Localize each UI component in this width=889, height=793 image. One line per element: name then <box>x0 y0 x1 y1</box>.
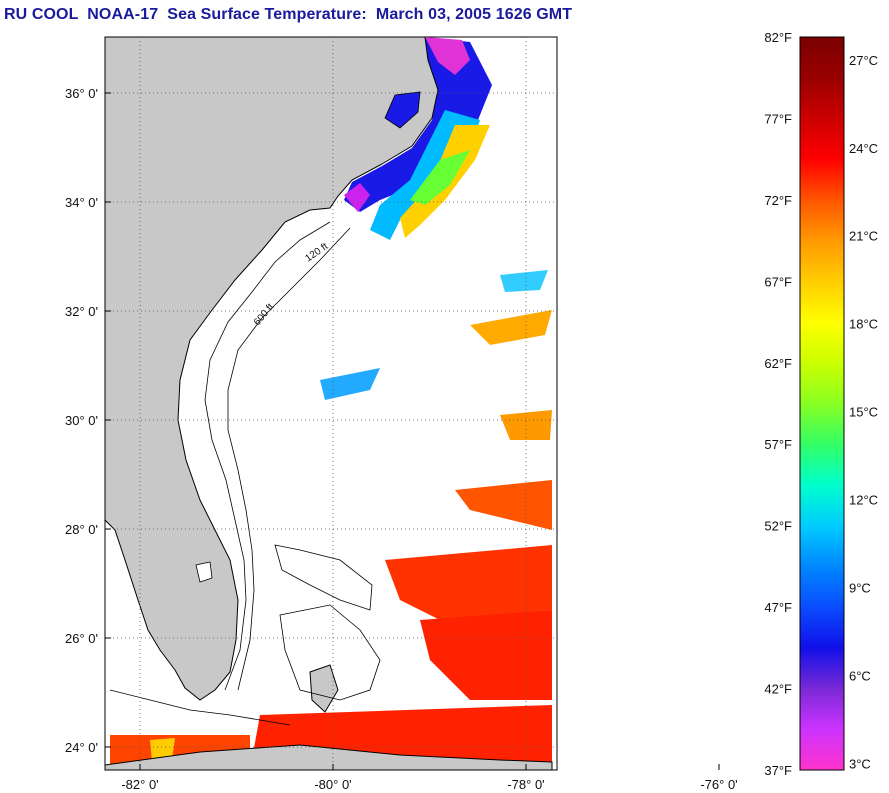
contour-600ft <box>227 227 351 691</box>
lon-tick-label: -76° 0' <box>700 777 737 792</box>
colorbar-bar <box>799 36 845 771</box>
colorbar-f-label: 62°F <box>764 356 792 371</box>
sst-patch-cape-magenta <box>344 183 370 212</box>
colorbar-c-label: 12°C <box>849 493 878 508</box>
colorbar-celsius-labels: 27°C 24°C 21°C 18°C 15°C 12°C 9°C 6°C 3°C <box>849 53 878 772</box>
colorbar: 82°F 77°F 72°F 67°F 62°F 57°F 52°F 47°F 42°F 37°F… <box>764 30 878 778</box>
latitude-labels: 36° 0' 34° 0' 32° 0' 30° 0' 28° 0' 26° 0' 24° … <box>65 86 111 755</box>
colorbar-fahrenheit-labels: 82°F 77°F 72°F 67°F 62°F 57°F 52°F 47°F 42°F 37°F <box>764 30 792 778</box>
colorbar-c-label: 6°C <box>849 669 871 684</box>
sst-patch-chesapeake-cold <box>344 37 492 212</box>
colorbar-c-label: 18°C <box>849 317 878 332</box>
colorbar-c-label: 15°C <box>849 405 878 420</box>
sst-patch-offshore-mix <box>320 368 380 400</box>
colorbar-c-label: 27°C <box>849 53 878 68</box>
lat-tick-label: 30° 0' <box>65 413 98 428</box>
colorbar-f-label: 82°F <box>764 30 792 45</box>
sst-patch-south-red-1 <box>385 545 552 620</box>
colorbar-c-label: 9°C <box>849 581 871 596</box>
colorbar-f-label: 72°F <box>764 193 792 208</box>
land-andros-island <box>309 664 339 713</box>
colorbar-f-label: 67°F <box>764 274 792 289</box>
sst-patch-south-red-2 <box>420 610 552 700</box>
lon-tick-label: -78° 0' <box>507 777 544 792</box>
lat-tick-label: 36° 0' <box>65 86 98 101</box>
lat-tick-label: 26° 0' <box>65 631 98 646</box>
contour-bahamas-1 <box>274 544 373 611</box>
sst-patch-offshore-red-1 <box>455 480 552 530</box>
lat-tick-label: 34° 0' <box>65 195 98 210</box>
colorbar-f-label: 57°F <box>764 437 792 452</box>
bathymetry-contours <box>109 221 381 726</box>
colorbar-f-label: 47°F <box>764 600 792 615</box>
colorbar-f-label: 42°F <box>764 682 792 697</box>
colorbar-c-label: 3°C <box>849 756 871 771</box>
sst-patch-offshore-cyan <box>500 270 548 292</box>
land-layer <box>105 37 553 770</box>
contour-120ft <box>204 221 331 691</box>
land-us-east-coast <box>105 37 439 701</box>
graticule <box>105 37 557 770</box>
colorbar-f-label: 37°F <box>764 763 792 778</box>
sst-patch-green-edge <box>410 150 470 205</box>
lat-tick-label: 24° 0' <box>65 740 98 755</box>
contour-florida-keys <box>109 689 291 726</box>
lon-tick-label: -80° 0' <box>314 777 351 792</box>
land-pamlico-water <box>384 91 421 129</box>
contour-bahamas-2 <box>279 604 381 701</box>
lat-tick-label: 28° 0' <box>65 522 98 537</box>
longitude-labels: -82° 0'-80° 0'-78° 0'-76° 0'-74° 0' <box>121 764 738 792</box>
colorbar-f-label: 77°F <box>764 111 792 126</box>
sst-data-layer <box>110 37 552 770</box>
map-panel[interactable]: 120 ft 600 ft <box>104 36 889 771</box>
colorbar-c-label: 21°C <box>849 229 878 244</box>
lat-tick-label: 32° 0' <box>65 304 98 319</box>
land-lake-okeechobee <box>195 561 213 583</box>
colorbar-f-label: 52°F <box>764 519 792 534</box>
sst-patch-purple-cape <box>425 37 470 75</box>
sst-patch-offshore-orange-1 <box>470 310 552 345</box>
land-cuba <box>105 744 553 770</box>
map-title: RU COOL NOAA-17 Sea Surface Temperature:… <box>4 6 573 23</box>
colorbar-c-label: 24°C <box>849 141 878 156</box>
lon-tick-label: -82° 0' <box>121 777 158 792</box>
